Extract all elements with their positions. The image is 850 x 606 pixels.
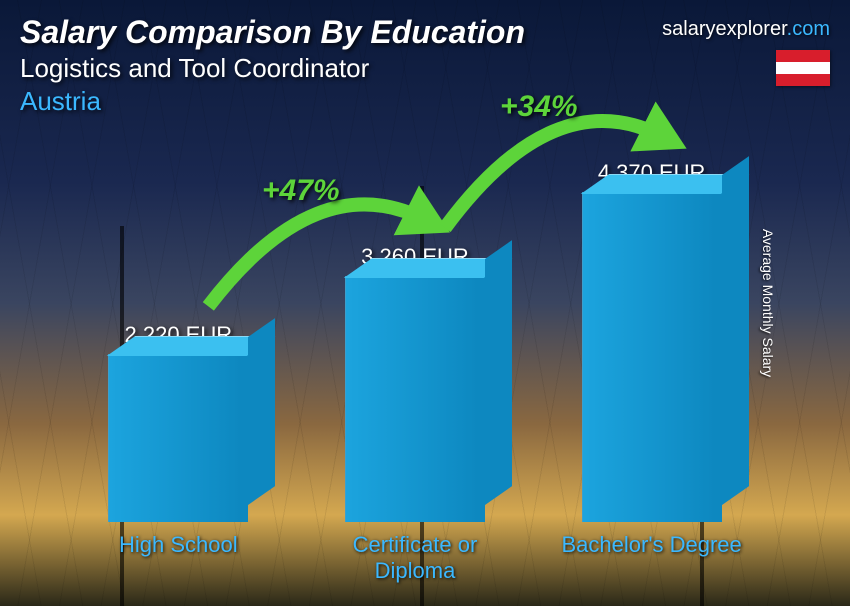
bar (108, 354, 248, 522)
bar-group: 4,370 EUR Bachelor's Degree (552, 160, 752, 586)
bar-chart: 2,220 EUR High School 3,260 EUR Certific… (60, 106, 770, 586)
brand-tld: .com (787, 18, 830, 40)
bar-side-face (722, 156, 749, 505)
bar-side-face (248, 318, 275, 505)
bar-front-face (345, 276, 485, 522)
country-flag (776, 50, 830, 86)
flag-stripe (776, 62, 830, 74)
bar-front-face (582, 192, 722, 522)
bar-group: 3,260 EUR Certificate orDiploma (315, 244, 515, 586)
bar-front-face (108, 354, 248, 522)
increase-label: +47% (262, 174, 340, 208)
bar-group: 2,220 EUR High School (78, 322, 278, 586)
bar-label: High School (119, 532, 238, 586)
bar (345, 276, 485, 522)
bar-label: Bachelor's Degree (561, 532, 741, 586)
increase-label: +34% (500, 90, 578, 124)
flag-stripe (776, 74, 830, 86)
brand-logo: salaryexplorer.com (662, 18, 830, 41)
page-subtitle: Logistics and Tool Coordinator (20, 53, 830, 84)
bar-label: Certificate orDiploma (353, 532, 478, 586)
flag-stripe (776, 50, 830, 62)
brand-name: salaryexplorer (662, 18, 787, 40)
bar (582, 192, 722, 522)
bar-side-face (485, 240, 512, 505)
